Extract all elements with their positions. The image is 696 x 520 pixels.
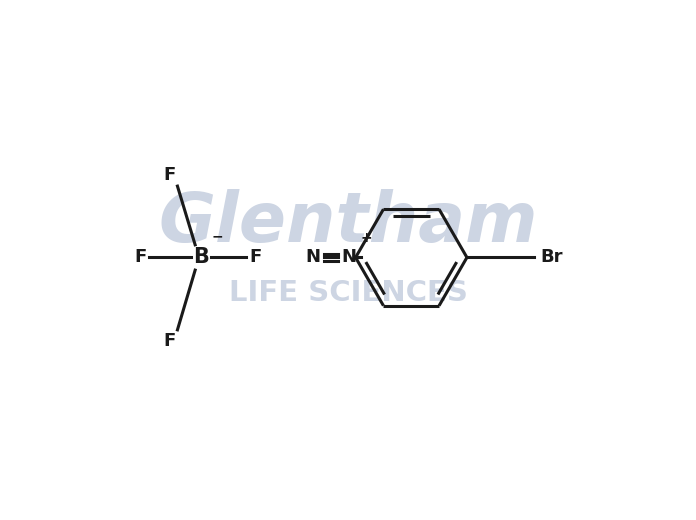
Text: N: N [342,249,356,266]
Text: Glentham: Glentham [158,189,538,255]
Text: F: F [249,249,262,266]
Text: F: F [164,332,176,350]
Text: N: N [305,249,320,266]
Text: F: F [164,166,176,184]
Text: F: F [134,249,147,266]
Text: B: B [193,248,209,267]
Text: LIFE SCIENCES: LIFE SCIENCES [228,279,468,307]
Text: Br: Br [540,249,563,266]
Text: +: + [360,231,372,245]
Text: −: − [212,229,223,243]
